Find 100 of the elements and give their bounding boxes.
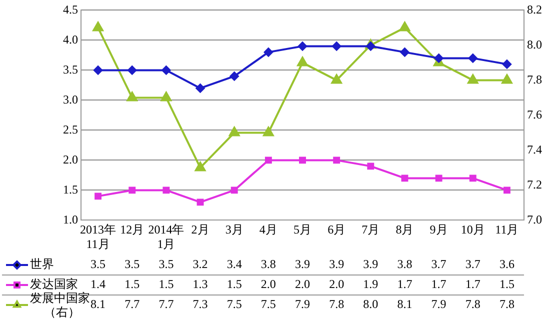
point	[264, 156, 272, 164]
x-tick-label: 11月	[495, 222, 519, 237]
data-label: 1.5	[226, 277, 242, 292]
data-label: 1.7	[465, 277, 480, 292]
y-tick-label: 2.0	[63, 152, 78, 166]
data-label: 7.3	[192, 297, 208, 312]
data-label: 7.8	[465, 297, 480, 312]
data-label: 3.4	[226, 257, 242, 272]
data-label: 1.9	[363, 277, 378, 292]
point	[128, 66, 137, 75]
data-label: 3.5	[90, 257, 106, 272]
data-label: 1.4	[90, 277, 106, 292]
point	[400, 48, 410, 57]
point	[162, 66, 171, 75]
y-tick-label: 2.5	[63, 122, 78, 136]
y-tick-label: 4.5	[63, 2, 78, 16]
legend-label: 发达国家	[30, 277, 78, 292]
point	[126, 92, 138, 102]
point	[94, 192, 102, 200]
data-label: 2.0	[329, 277, 344, 292]
point	[230, 186, 238, 194]
data-label: 7.8	[329, 297, 344, 312]
x-tick-label: 5月	[294, 222, 312, 237]
x-tick-label: 4月	[259, 222, 278, 237]
y2-tick-label: 7.4	[527, 142, 542, 156]
data-label: 3.9	[363, 257, 378, 272]
point	[399, 22, 410, 32]
point	[332, 42, 342, 51]
y2-tick-label: 7.8	[527, 72, 542, 86]
point	[92, 22, 104, 32]
data-label: 1.7	[397, 277, 412, 292]
data-label: 8.0	[363, 297, 378, 312]
legend-label: 发展中国家（右）	[30, 291, 90, 320]
data-label: 7.8	[499, 297, 514, 312]
point	[196, 198, 204, 206]
point	[333, 156, 340, 164]
x-tick-label: 2013年 11月	[80, 222, 116, 251]
data-label: 7.9	[295, 297, 310, 312]
data-label: 3.5	[158, 257, 174, 272]
x-tick-label: 10月	[460, 222, 485, 237]
point	[194, 162, 206, 172]
data-label: 3.6	[499, 257, 514, 272]
data-label: 7.7	[158, 297, 174, 312]
point	[160, 92, 172, 102]
point	[401, 174, 408, 182]
point	[229, 126, 240, 136]
x-tick-label: 3月	[225, 222, 244, 237]
point	[264, 48, 273, 57]
point	[94, 66, 103, 75]
data-label: 7.9	[431, 297, 446, 312]
x-tick-label: 8月	[396, 222, 414, 237]
y2-tick-label: 7.0	[527, 212, 542, 226]
point	[162, 186, 170, 194]
point	[297, 56, 308, 66]
y2-tick-label: 8.2	[527, 2, 542, 16]
point	[128, 186, 136, 194]
point	[331, 74, 342, 84]
data-label: 8.1	[90, 297, 106, 312]
point	[468, 74, 478, 84]
data-label: 7.5	[260, 297, 276, 312]
point	[299, 156, 306, 164]
data-label: 3.7	[465, 257, 480, 272]
point	[503, 186, 510, 194]
data-label: 1.5	[158, 277, 174, 292]
data-label: 3.8	[397, 257, 412, 272]
y2-tick-label: 7.2	[527, 177, 542, 192]
x-tick-label: 9月	[430, 222, 448, 237]
data-label: 1.7	[431, 277, 446, 292]
data-label: 3.2	[192, 257, 208, 272]
x-tick-label: 2月	[191, 222, 210, 237]
point	[196, 84, 205, 93]
point	[502, 60, 512, 69]
data-label: 7.5	[226, 297, 242, 312]
point	[366, 42, 376, 51]
y2-tick-label: 7.6	[527, 107, 542, 122]
y-tick-label: 1.0	[63, 212, 78, 226]
data-label: 1.3	[192, 277, 208, 292]
point	[367, 162, 374, 170]
point	[434, 54, 444, 63]
data-label: 8.1	[397, 297, 412, 312]
data-label: 3.5	[124, 257, 140, 272]
y-tick-label: 3.0	[63, 92, 78, 106]
data-label: 7.7	[124, 297, 140, 312]
point	[435, 174, 442, 182]
data-label: 1.5	[499, 277, 514, 292]
y-tick-label: 3.5	[63, 62, 78, 76]
point	[469, 174, 476, 182]
x-tick-label: 6月	[328, 222, 346, 237]
x-tick-label: 7月	[362, 222, 380, 237]
data-label: 3.8	[260, 257, 276, 272]
data-label: 2.0	[260, 277, 276, 292]
y-tick-label: 4.0	[63, 32, 78, 46]
point	[230, 72, 239, 81]
y2-tick-label: 8.0	[527, 37, 542, 52]
legend-label: 世界	[30, 257, 54, 272]
data-label: 3.7	[431, 257, 446, 272]
x-tick-label: 2014年 1月	[148, 222, 184, 251]
data-label: 1.5	[124, 277, 140, 292]
y-tick-label: 1.5	[63, 182, 78, 196]
x-tick-label: 12月	[120, 222, 144, 237]
